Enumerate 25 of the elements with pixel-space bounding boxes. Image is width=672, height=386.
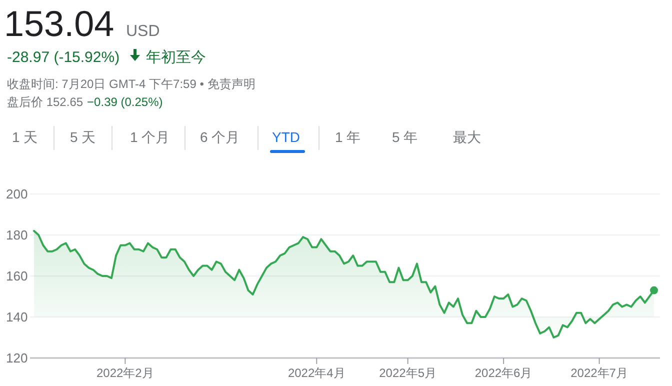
y-tick-label: 180	[6, 228, 28, 243]
text: 1 个月	[130, 129, 170, 145]
text: 1 年	[335, 129, 361, 145]
text: 5 年	[392, 129, 418, 145]
text: 5 天	[70, 129, 96, 145]
text: YTD	[272, 129, 300, 145]
y-tick-label: 140	[6, 310, 28, 325]
x-tick-label: 2022年7月	[570, 366, 628, 380]
x-tick-label: 2022年5月	[379, 366, 437, 380]
text: 6 个月	[200, 129, 240, 145]
chart-title: 153.04	[4, 3, 114, 44]
x-tick-label: 2022年4月	[288, 366, 346, 380]
x-tick-label: 2022年2月	[96, 366, 154, 380]
text: 收盘时间: 7月20日 GMT-4 下午7:59 • 免责声明	[7, 77, 256, 91]
text: 年初至今	[146, 49, 206, 66]
text: 盘后价 152.65	[7, 95, 84, 109]
text: 最大	[453, 129, 481, 145]
y-tick-label: 200	[6, 186, 28, 202]
text: USD	[126, 23, 160, 40]
x-tick-label: 2022年6月	[474, 366, 532, 380]
text: 1 天	[12, 129, 38, 145]
y-tick-label: 160	[6, 268, 28, 284]
text: -28.97 (-15.92%)	[7, 49, 120, 66]
y-tick-label: 120	[6, 350, 28, 366]
text: −0.39 (0.25%)	[87, 95, 163, 109]
